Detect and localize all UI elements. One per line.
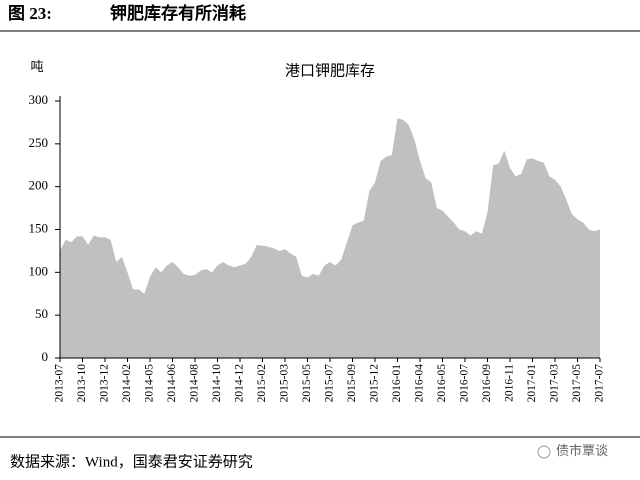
watermark: 债市覃谈 <box>556 443 608 458</box>
x-tick-label: 2015-05 <box>301 364 313 403</box>
x-tick-label: 2017-07 <box>594 364 606 403</box>
x-tick-label: 2017-01 <box>526 364 538 403</box>
x-tick-label: 2015-09 <box>346 364 358 403</box>
plot: 0 50 100 150 200 250 300 2013-07 2013-10 2013-12 2… <box>29 92 606 402</box>
x-tick-label: 2016-07 <box>459 364 471 403</box>
watermark-icon <box>537 445 551 459</box>
x-tick-label: 2016-11 <box>504 364 516 402</box>
y-tick-label: 50 <box>35 306 48 321</box>
source-note: 数据来源：Wind，国泰君安证券研究 <box>10 453 253 470</box>
x-tick-label: 2016-09 <box>481 364 493 403</box>
y-tick-label: 200 <box>29 178 49 193</box>
area <box>60 118 600 358</box>
x-tick-label: 2014-02 <box>121 364 133 403</box>
y-tick-label: 100 <box>29 263 49 278</box>
x-tick-label: 2016-01 <box>391 364 403 403</box>
y-tick-label: 0 <box>42 349 49 364</box>
x-tick-label: 2013-07 <box>54 364 66 403</box>
x-tick-label: 2014-08 <box>189 364 201 403</box>
x-tick-label: 2016-05 <box>436 364 448 403</box>
x-tick-label: 2014-12 <box>234 364 246 403</box>
y-tick-label: 250 <box>29 135 49 150</box>
figure-title: 钾肥库存有所消耗 <box>110 3 246 23</box>
x-tick-label: 2013-10 <box>76 364 88 403</box>
chart-title: 港口钾肥库存 <box>285 62 375 79</box>
x-tick-label: 2015-03 <box>279 364 291 403</box>
figure-label: 图 23: <box>8 4 52 23</box>
y-tick-label: 300 <box>29 92 49 107</box>
x-tick-label: 2017-05 <box>571 364 583 403</box>
x-tick-label: 2013-12 <box>99 364 111 403</box>
x-tick-label: 2015-07 <box>324 364 336 403</box>
x-tick-label: 2014-10 <box>211 364 223 403</box>
y-unit: 吨 <box>30 59 43 74</box>
x-tick-label: 2016-04 <box>414 364 426 403</box>
x-tick-label: 2015-12 <box>369 364 381 403</box>
x-tick-label: 2014-06 <box>166 364 178 403</box>
x-tick-label: 2017-03 <box>549 364 561 403</box>
x-tick-label: 2015-02 <box>256 364 268 403</box>
y-tick-label: 150 <box>29 220 49 235</box>
x-tick-label: 2014-05 <box>144 364 156 403</box>
